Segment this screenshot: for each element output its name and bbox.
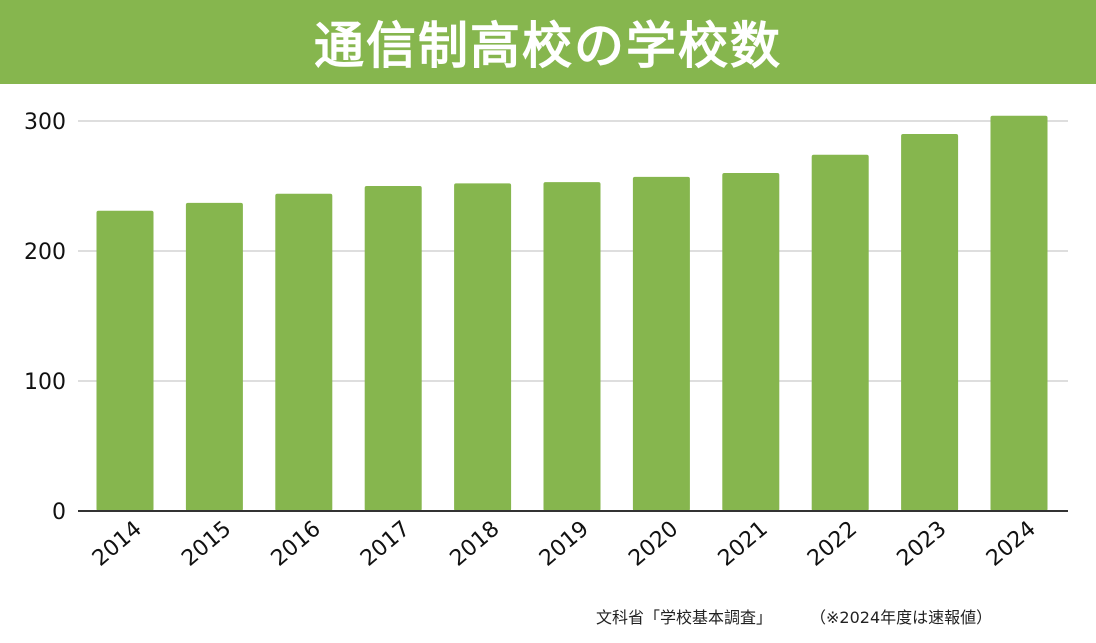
x-tick-label: 2017: [356, 516, 415, 571]
x-tick-label: 2016: [267, 516, 326, 571]
x-tick-label: 2020: [624, 516, 683, 571]
bar: [722, 173, 780, 511]
x-tick-label: 2014: [88, 516, 147, 571]
y-tick-label: 100: [24, 370, 66, 395]
source-text: 文科省「学校基本調査」: [596, 608, 773, 627]
y-tick-label: 200: [24, 240, 66, 265]
source-note: （※2024年度は速報値）: [810, 608, 993, 627]
bar: [454, 183, 512, 511]
bar: [543, 182, 601, 511]
bar: [96, 210, 154, 511]
bar: [990, 115, 1048, 512]
bar: [811, 154, 869, 512]
x-tick-label: 2015: [177, 516, 236, 571]
bar: [364, 186, 422, 511]
bar: [275, 193, 333, 512]
x-tick-label: 2024: [982, 516, 1041, 571]
x-tick-label: 2022: [803, 516, 862, 571]
x-tick-label: 2021: [714, 516, 773, 571]
y-tick-label: 0: [52, 500, 66, 525]
x-tick-label: 2019: [535, 516, 594, 571]
chart-title: 通信制高校の学校数: [314, 17, 782, 75]
x-tick-label: 2018: [445, 516, 504, 571]
bar: [185, 202, 243, 511]
bar: [632, 176, 690, 511]
source-caption: 文科省「学校基本調査」 （※2024年度は速報値）: [596, 600, 1076, 632]
y-tick-label: 300: [24, 110, 66, 135]
x-tick-label: 2023: [892, 516, 951, 571]
bar: [901, 134, 959, 511]
title-bar: 通信制高校の学校数: [0, 0, 1096, 84]
bar-chart: 0 100 200 300 2014 2015 2016 2017 2018 2019 2020 20…: [24, 110, 1068, 572]
